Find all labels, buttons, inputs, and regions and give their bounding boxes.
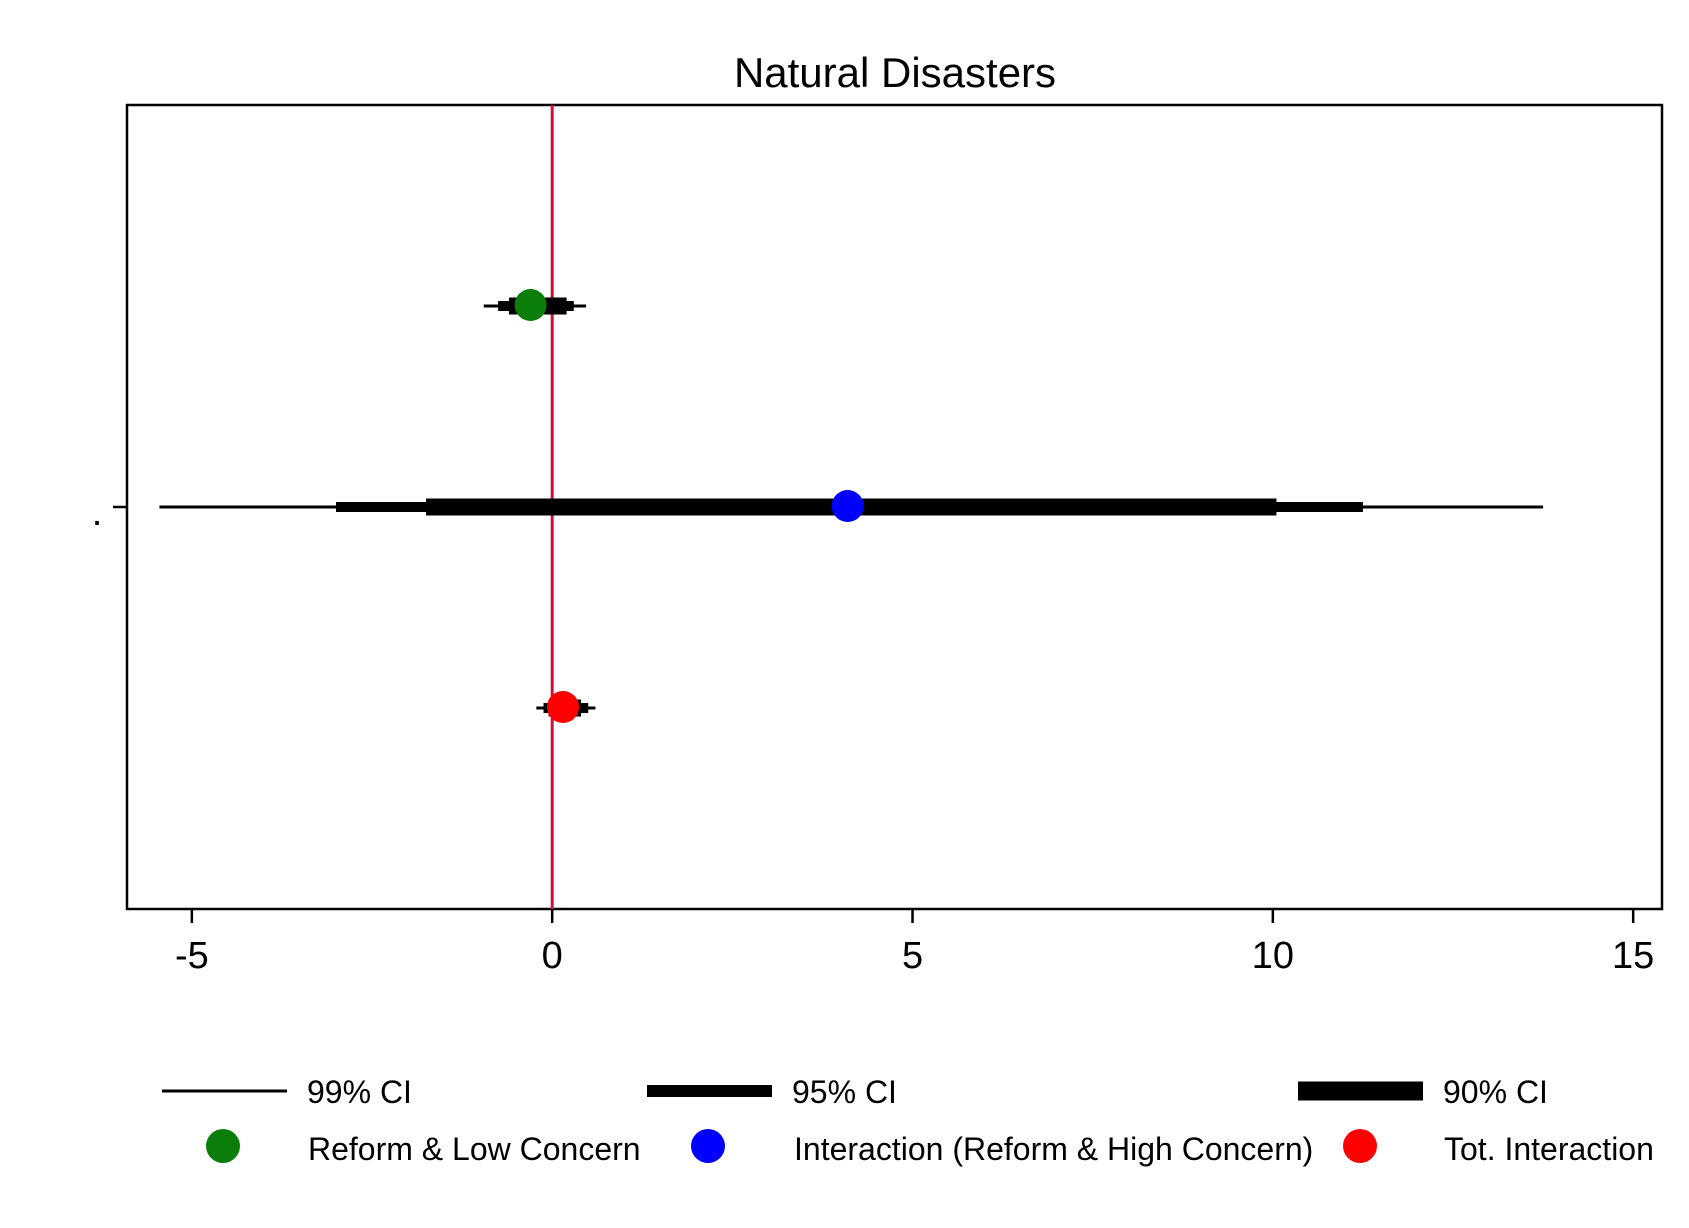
estimate-point (514, 289, 547, 321)
series-row (159, 490, 1544, 522)
estimate-point (546, 691, 579, 723)
legend-marker-label: Interaction (Reform & High Concern) (794, 1131, 1313, 1167)
legend-marker-label: Reform & Low Concern (308, 1131, 641, 1167)
legend-ci-label: 90% CI (1443, 1074, 1548, 1110)
legend-marker-swatch (206, 1129, 240, 1163)
x-tick-label: -5 (175, 935, 209, 977)
x-tick-label: 5 (902, 935, 923, 977)
legend-marker-swatch (691, 1129, 725, 1163)
y-tick-label: . (92, 492, 103, 534)
legend-marker-swatch (1343, 1129, 1377, 1163)
legend-marker-label: Tot. Interaction (1444, 1131, 1654, 1167)
estimate-point (831, 490, 864, 522)
series-row (536, 691, 596, 723)
x-tick-label: 10 (1252, 935, 1294, 977)
legend-ci-label: 95% CI (792, 1074, 897, 1110)
x-tick-label: 0 (542, 935, 563, 977)
x-tick-label: 15 (1612, 935, 1654, 977)
legend-ci-label: 99% CI (307, 1074, 412, 1110)
series-row (483, 289, 587, 321)
chart-title: Natural Disasters (734, 49, 1056, 96)
